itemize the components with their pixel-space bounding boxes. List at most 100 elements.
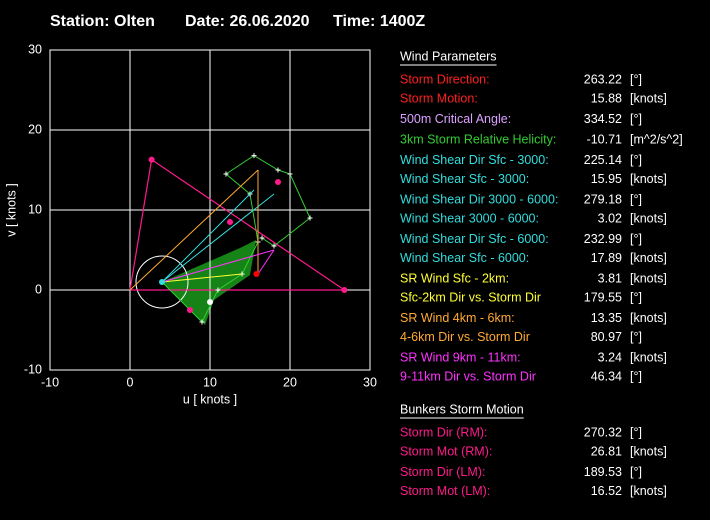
point [207, 299, 213, 305]
param-unit: [°] [630, 465, 642, 479]
param-value: 279.18 [584, 192, 622, 206]
param-label: Storm Motion: [400, 91, 478, 105]
y-axis-label: v [ knots ] [4, 183, 18, 237]
param-unit: [m^2/s^2] [630, 132, 683, 146]
hodograph-line [161, 273, 243, 283]
x-tick-label: 20 [283, 375, 297, 389]
param-value: 46.34 [591, 369, 622, 383]
param-unit: [°] [630, 290, 642, 304]
param-label: Storm Mot (LM): [400, 484, 490, 498]
param-value: 270.32 [584, 425, 622, 439]
param-unit: [knots] [630, 444, 667, 458]
hodograph-line [161, 249, 275, 283]
param-value: 3.24 [598, 350, 622, 364]
trace-point [223, 171, 229, 177]
trace-point [259, 235, 265, 241]
param-label: 9-11km Dir vs. Storm Dir [400, 369, 536, 383]
station: Station: Olten [50, 13, 155, 30]
param-label: Storm Direction: [400, 72, 490, 86]
param-label: 500m Critical Angle: [400, 112, 511, 126]
param-label: 4-6km Dir vs. Storm Dir [400, 330, 530, 344]
param-unit: [°] [630, 72, 642, 86]
point [275, 179, 281, 185]
x-axis-label: u [ knots ] [183, 392, 237, 406]
x-tick-label: 0 [127, 375, 134, 389]
param-value: 225.14 [584, 153, 622, 167]
param-label: SR Wind 9km - 11km: [400, 350, 521, 364]
point [148, 156, 155, 163]
trace-point [271, 243, 277, 249]
section-title: Wind Parameters [400, 49, 497, 63]
trace-point [275, 167, 281, 173]
param-label: Wind Shear 3000 - 6000: [400, 211, 539, 225]
param-unit: [knots] [630, 311, 667, 325]
point [341, 287, 348, 293]
trace-point [287, 171, 293, 177]
point [253, 271, 260, 277]
param-value: 3.02 [598, 211, 622, 225]
param-label: Wind Shear Dir Sfc - 6000: [400, 232, 549, 246]
param-value: 232.99 [584, 232, 622, 246]
x-tick-label: 30 [363, 375, 377, 389]
param-unit: [°] [630, 425, 642, 439]
critical-angle-circle [135, 255, 189, 309]
param-unit: [knots] [630, 211, 667, 225]
param-unit: [°] [630, 369, 642, 383]
param-value: 15.88 [591, 91, 622, 105]
point [227, 219, 233, 225]
y-tick-label: 30 [28, 42, 42, 56]
param-value: -10.71 [587, 132, 622, 146]
param-value: 189.53 [584, 465, 622, 479]
point [159, 279, 165, 285]
hodograph-line [129, 158, 347, 291]
hodograph-line [257, 249, 275, 275]
param-unit: [°] [630, 192, 642, 206]
y-tick-label: 0 [35, 282, 42, 296]
param-value: 80.97 [591, 330, 622, 344]
section-title: Bunkers Storm Motion [400, 402, 524, 416]
param-label: Wind Shear Dir Sfc - 3000: [400, 153, 549, 167]
param-label: Storm Dir (RM): [400, 425, 488, 439]
param-label: Wind Shear Sfc - 6000: [400, 251, 529, 265]
param-value: 17.89 [591, 251, 622, 265]
param-value: 13.35 [591, 311, 622, 325]
param-unit: [knots] [630, 91, 667, 105]
param-label: SR Wind Sfc - 2km: [400, 271, 509, 285]
trace-point [307, 215, 313, 221]
param-unit: [knots] [630, 484, 667, 498]
param-label: Storm Mot (RM): [400, 444, 492, 458]
hodograph-line [161, 189, 255, 283]
trace-point [251, 153, 257, 159]
point [187, 307, 193, 313]
hodograph-line [161, 193, 275, 283]
param-unit: [knots] [630, 251, 667, 265]
time: Time: 1400Z [333, 13, 425, 30]
param-unit: [knots] [630, 271, 667, 285]
param-unit: [°] [630, 153, 642, 167]
param-label: 3km Storm Relative Helicity: [400, 132, 556, 146]
date: Date: 26.06.2020 [185, 13, 310, 30]
param-label: Sfc-2km Dir vs. Storm Dir [400, 290, 541, 304]
x-tick-label: -10 [41, 375, 59, 389]
param-value: 26.81 [591, 444, 622, 458]
param-value: 179.55 [584, 290, 622, 304]
helicity-area [162, 240, 256, 325]
y-tick-label: -10 [24, 362, 42, 376]
param-label: SR Wind 4km - 6km: [400, 311, 515, 325]
y-tick-label: 10 [28, 202, 42, 216]
param-value: 16.52 [591, 484, 622, 498]
param-unit: [°] [630, 112, 642, 126]
param-value: 334.52 [584, 112, 622, 126]
hodograph-line [129, 169, 259, 291]
param-value: 263.22 [584, 72, 622, 86]
y-tick-label: 20 [28, 122, 42, 136]
param-value: 3.81 [598, 271, 622, 285]
param-unit: [knots] [630, 172, 667, 186]
param-unit: [knots] [630, 350, 667, 364]
param-label: Storm Dir (LM): [400, 465, 485, 479]
param-value: 15.95 [591, 172, 622, 186]
param-label: Wind Shear Sfc - 3000: [400, 172, 529, 186]
param-unit: [°] [630, 232, 642, 246]
x-tick-label: 10 [203, 375, 217, 389]
